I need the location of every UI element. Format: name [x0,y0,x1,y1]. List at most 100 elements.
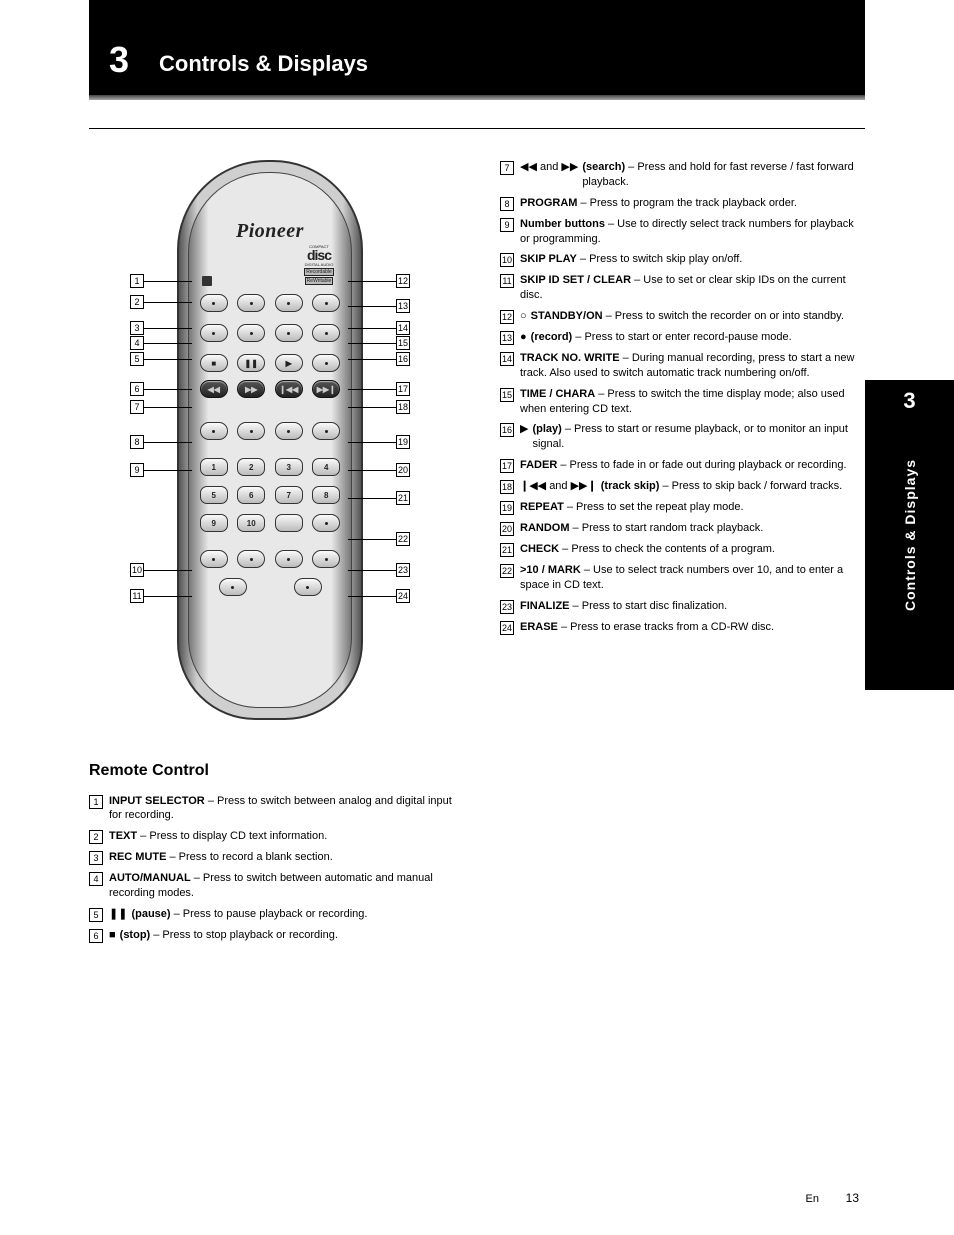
leader-line [144,328,192,329]
callout: 21 [348,491,410,505]
symbol-icon: ○ [520,309,527,324]
leader-line [348,389,396,390]
leader-line [348,596,396,597]
remote-button [237,294,265,312]
remote-number-button: 4 [312,458,340,476]
remote-number-button: 3 [275,458,303,476]
remote-number-button: 10 [237,514,265,532]
item-text: FADER – Press to fade in or fade out dur… [520,458,855,473]
item-number: 23 [500,600,514,614]
item-text: TIME / CHARA – Press to switch the time … [520,387,855,417]
right-column: 7◀◀ and ▶▶(search) – Press and hold for … [500,160,855,641]
callout-number: 21 [396,491,410,505]
number-row: 9 10 [195,514,345,532]
side-tab-text: Controls & Displays [902,459,918,611]
button-row [195,578,345,596]
item-text: RANDOM – Press to start random track pla… [520,521,855,536]
callout-number: 23 [396,563,410,577]
leader-line [144,302,192,303]
item-text: REC MUTE – Press to record a blank secti… [109,850,459,865]
item-main: (play) [532,423,561,435]
remote-button [312,550,340,568]
item-main: (stop) [120,929,151,941]
remote-button: ▶▶ [237,380,265,398]
callout: 10 [130,563,192,577]
description-item: 15TIME / CHARA – Press to switch the tim… [500,387,855,417]
callout-number: 1 [130,274,144,288]
button-row [195,550,345,568]
callout-number: 2 [130,295,144,309]
description-item: 17 FADER – Press to fade in or fade out d… [500,458,855,473]
thin-rule [89,128,865,129]
description-item: 9Number buttons – Use to directly select… [500,217,855,247]
item-main: REC MUTE [109,851,166,863]
symbol-icon: ◀◀ and ▶▶ [520,160,578,175]
callout-number: 19 [396,435,410,449]
item-number: 17 [500,459,514,473]
leader-line [144,596,192,597]
callout-number: 13 [396,299,410,313]
callout: 23 [348,563,410,577]
remote-button [312,324,340,342]
item-rest: – Press to set the repeat play mode. [564,501,744,513]
description-item: 6■(stop) – Press to stop playback or rec… [89,928,459,943]
callout-number: 7 [130,400,144,414]
description-item: 4AUTO/MANUAL – Press to switch between a… [89,871,459,901]
item-number: 21 [500,543,514,557]
callout-number: 9 [130,463,144,477]
remote-button [219,578,247,596]
symbol-icon: ■ [109,928,116,943]
description-item: 20RANDOM – Press to start random track p… [500,521,855,536]
footer-page: 13 [846,1191,859,1205]
callout: 2 [130,295,192,309]
callout: 5 [130,352,192,366]
header-underline [89,95,865,100]
description-item: 19REPEAT – Press to set the repeat play … [500,500,855,515]
callout-number: 16 [396,352,410,366]
remote-button: ❚❚ [237,354,265,372]
remote-brand: Pioneer [236,220,304,243]
callout-number: 4 [130,336,144,350]
callout-number: 18 [396,400,410,414]
item-rest: – Press to pause playback or recording. [171,908,368,920]
button-row [195,324,345,342]
item-rest: – Press to start random track playback. [570,522,764,534]
item-text: ERASE – Press to erase tracks from a CD-… [520,620,855,635]
item-number: 4 [89,872,103,886]
item-main: TRACK NO. WRITE [520,352,620,364]
description-item: 23FINALIZE – Press to start disc finaliz… [500,599,855,614]
symbol-icon: ▶ [520,422,528,437]
remote-button [312,422,340,440]
remote-button [312,514,340,532]
item-rest: – Press to record a blank section. [166,851,332,863]
logo-rw: ReWritable [305,277,334,285]
button-row: ■ ❚❚ ▶ [195,354,345,372]
leader-line [348,498,396,499]
item-main: (track skip) [601,480,660,492]
description-item: 22>10 / MARK – Use to select track numbe… [500,563,855,593]
item-number: 22 [500,564,514,578]
callout: 8 [130,435,192,449]
callout-number: 24 [396,589,410,603]
remote-button [275,422,303,440]
item-number: 7 [500,161,514,175]
leader-line [144,442,192,443]
item-text: SKIP PLAY – Press to switch skip play on… [520,252,855,267]
item-text: TEXT – Press to display CD text informat… [109,829,459,844]
item-main: TEXT [109,830,137,842]
callout-number: 5 [130,352,144,366]
callout: 11 [130,589,192,603]
item-number: 1 [89,795,103,809]
item-main: STANDBY/ON [531,310,603,322]
callout: 16 [348,352,410,366]
remote-button [237,550,265,568]
item-text: PROGRAM – Press to program the track pla… [520,196,855,211]
remote-number-button: 2 [237,458,265,476]
item-rest: – Press to erase tracks from a CD-RW dis… [558,621,774,633]
item-main: SKIP ID SET / CLEAR [520,274,631,286]
item-main: (search) [582,161,625,173]
section-number: 3 [109,39,129,81]
item-text: (record) – Press to start or enter recor… [531,330,855,345]
callout-number: 22 [396,532,410,546]
callout: 24 [348,589,410,603]
